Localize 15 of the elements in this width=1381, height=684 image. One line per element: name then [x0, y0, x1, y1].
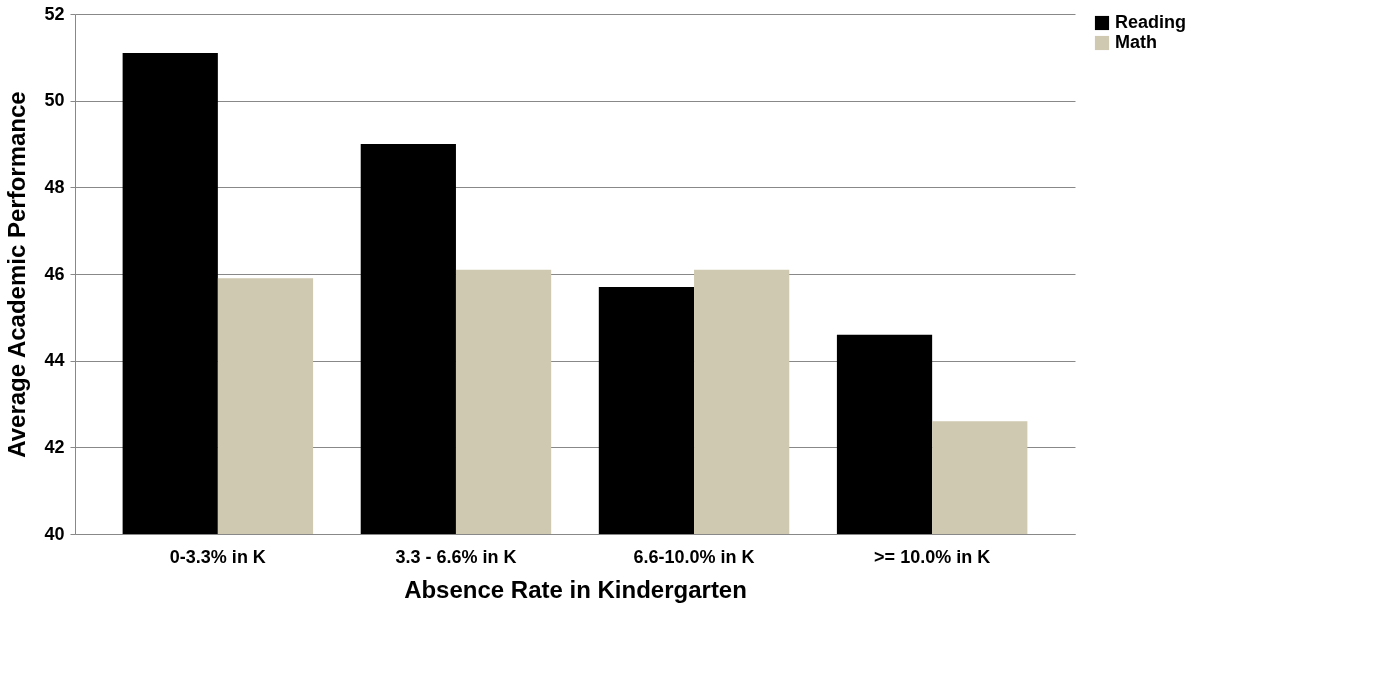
y-tick-label: 40 — [44, 523, 65, 544]
y-axis-title: Average Academic Performance — [3, 91, 31, 458]
y-tick-label: 46 — [44, 263, 65, 284]
y-tick-label: 52 — [44, 3, 65, 24]
legend-label: Math — [1115, 32, 1157, 52]
x-tick-label: 0-3.3% in K — [169, 546, 266, 567]
x-tick-label: >= 10.0% in K — [874, 546, 991, 567]
legend-label: Reading — [1115, 12, 1187, 32]
x-tick-label: 6.6-10.0% in K — [633, 546, 755, 567]
y-tick-label: 48 — [44, 176, 65, 197]
x-axis-title: Absence Rate in Kindergarten — [404, 575, 747, 603]
y-tick-label: 42 — [44, 436, 65, 457]
y-tick-label: 44 — [44, 350, 65, 371]
x-tick-label: 3.3 - 6.6% in K — [395, 546, 517, 567]
y-tick-label: 50 — [44, 90, 65, 111]
